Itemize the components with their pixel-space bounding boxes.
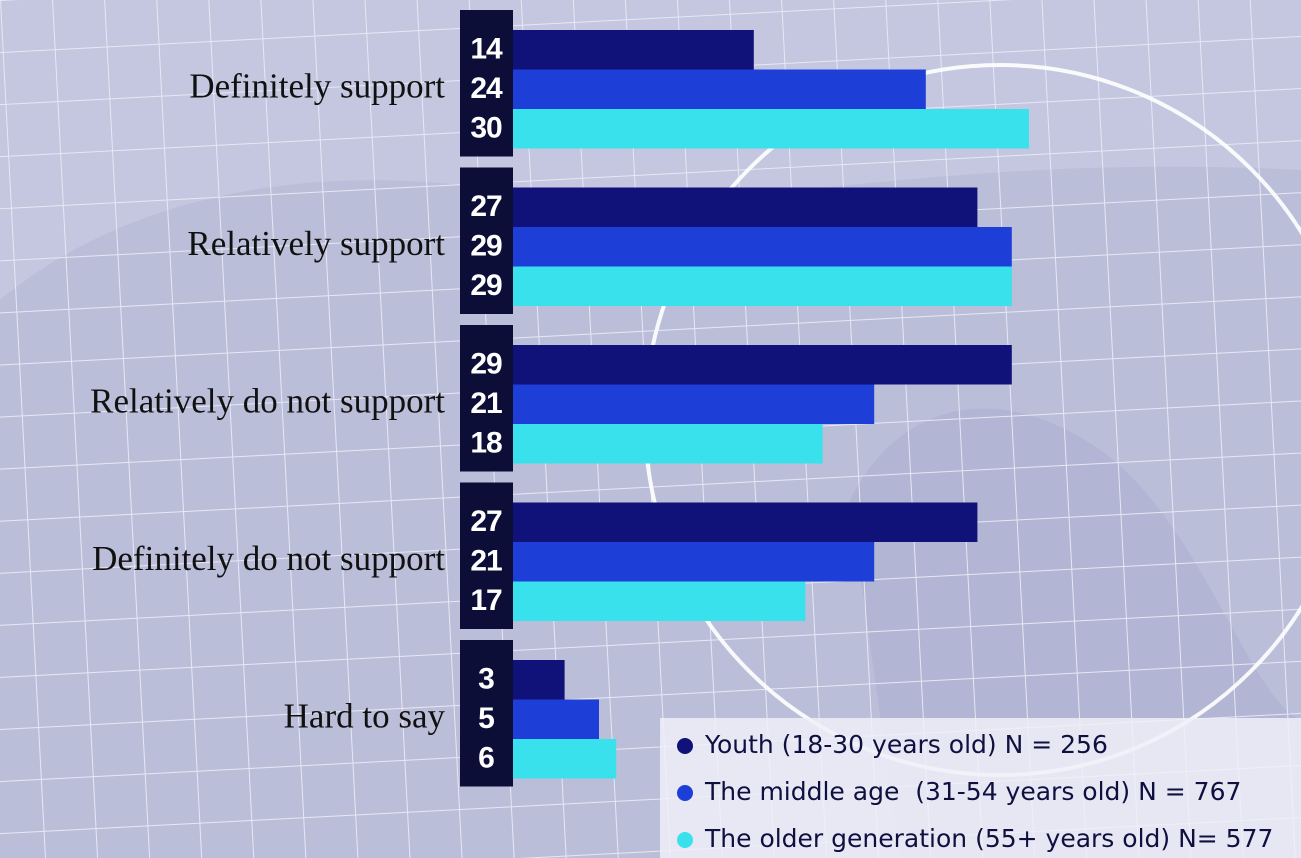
bar (513, 739, 617, 779)
bar (513, 424, 823, 464)
legend-marker (677, 832, 693, 848)
value-label: 18 (470, 427, 502, 460)
legend-label: Youth (18-30 years old) N = 256 (704, 730, 1108, 759)
bar (513, 187, 978, 227)
category-label: Hard to say (284, 696, 446, 735)
bar (513, 109, 1029, 149)
value-label-box (460, 482, 513, 629)
legend-box (660, 718, 1301, 858)
category-label: Relatively support (187, 224, 445, 263)
value-label: 21 (470, 545, 502, 578)
bar (513, 581, 806, 621)
value-label: 29 (470, 230, 502, 263)
bar (513, 542, 875, 582)
bar (513, 699, 599, 739)
legend-marker (677, 785, 693, 801)
value-label: 17 (470, 584, 502, 617)
value-label: 3 (478, 663, 494, 696)
value-label-box (460, 640, 513, 787)
category-label: Definitely do not support (92, 539, 445, 578)
category-label: Definitely support (189, 66, 445, 105)
bar (513, 227, 1012, 267)
value-label-box (460, 10, 513, 157)
value-label: 27 (470, 190, 502, 223)
bar (513, 266, 1012, 306)
value-label: 21 (470, 387, 502, 420)
bar (513, 69, 926, 109)
value-label: 29 (470, 269, 502, 302)
legend-marker (677, 738, 693, 754)
value-label: 27 (470, 505, 502, 538)
bar (513, 30, 754, 70)
value-label: 5 (478, 702, 494, 735)
value-label: 6 (478, 742, 494, 775)
category-label: Relatively do not support (90, 381, 445, 420)
value-label: 14 (470, 33, 503, 66)
bar (513, 502, 978, 542)
value-label-box (460, 325, 513, 472)
legend-label: The older generation (55+ years old) N= … (704, 824, 1273, 853)
value-label: 30 (470, 112, 502, 145)
value-label: 24 (470, 72, 503, 105)
legend-label: The middle age (31-54 years old) N = 767 (704, 777, 1241, 806)
bar (513, 384, 875, 424)
value-label-box (460, 167, 513, 314)
bar (513, 660, 565, 700)
bar (513, 345, 1012, 385)
value-label: 29 (470, 348, 502, 381)
